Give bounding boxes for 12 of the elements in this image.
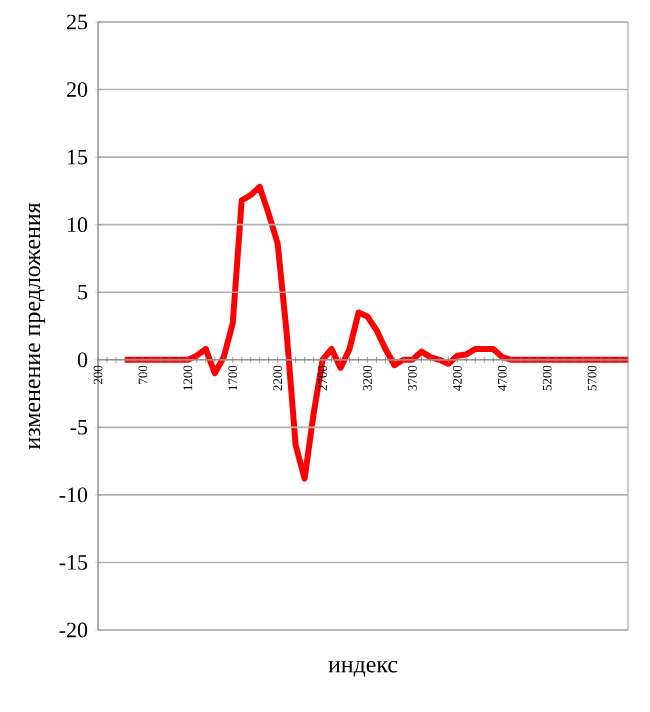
x-axis-title: индекс <box>328 660 398 677</box>
y-tick-label: -15 <box>59 555 88 570</box>
y-tick-label: 5 <box>78 284 88 300</box>
y-tick-label: 25 <box>67 14 88 30</box>
y-tick-label: 0 <box>77 352 88 368</box>
y-tick-label: 15 <box>67 149 88 165</box>
y-tick-label: 10 <box>67 217 88 233</box>
y-tick-label: -10 <box>59 487 88 503</box>
y-tick-label: -20 <box>59 622 88 638</box>
y-tick-label: 20 <box>67 82 88 97</box>
y-axis-title: изменение предложения <box>28 202 46 450</box>
y-tick-label: -5 <box>70 420 88 435</box>
